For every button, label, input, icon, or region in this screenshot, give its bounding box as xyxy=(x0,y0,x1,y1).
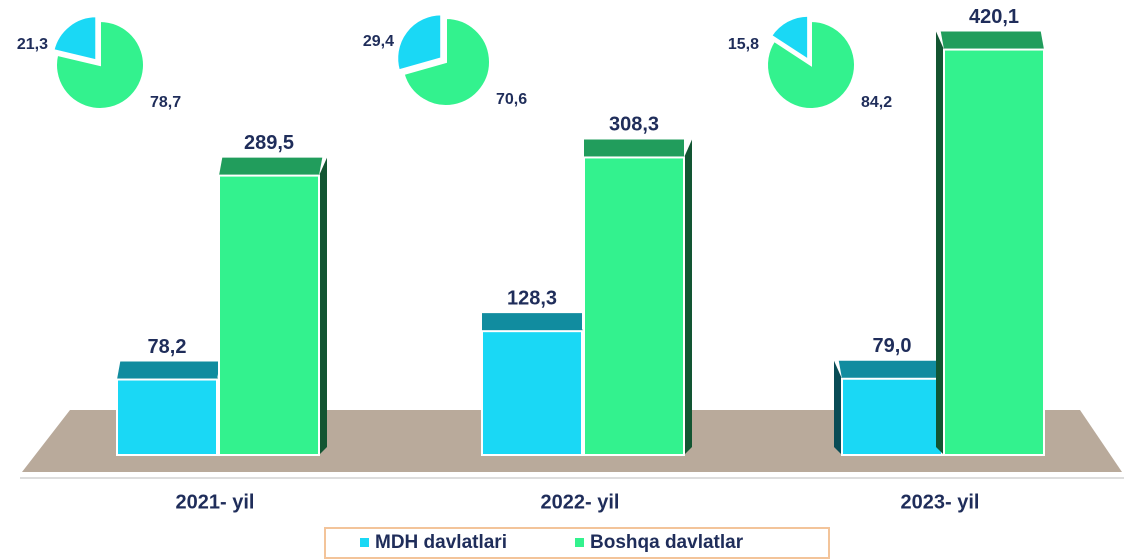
pie-slice xyxy=(766,19,856,110)
bar xyxy=(116,378,218,456)
bar-top xyxy=(117,361,221,380)
value-label: 79,0 xyxy=(873,335,912,357)
value-label: 128,3 xyxy=(507,287,557,309)
value-label: 78,2 xyxy=(148,336,187,358)
value-label: 308,3 xyxy=(609,114,659,136)
legend-swatch xyxy=(575,538,584,547)
bar xyxy=(218,174,320,456)
bar-top xyxy=(584,139,684,158)
pie-slice xyxy=(769,14,810,62)
bar-top xyxy=(940,31,1044,50)
bar-top xyxy=(219,157,323,176)
bar-side xyxy=(684,139,692,455)
bar xyxy=(583,156,685,456)
x-tick-label: 2023- yil xyxy=(901,491,980,513)
pie-slice xyxy=(396,13,443,72)
x-tick-label: 2021- yil xyxy=(176,491,255,513)
legend-swatch xyxy=(360,538,369,547)
value-label: 70,6 xyxy=(496,91,527,108)
value-label: 78,7 xyxy=(150,94,181,111)
value-label: 420,1 xyxy=(969,6,1019,28)
value-label: 289,5 xyxy=(244,132,294,154)
bar xyxy=(943,48,1045,456)
pie-slice xyxy=(402,16,491,107)
bar-top xyxy=(482,313,582,332)
bar xyxy=(481,330,583,456)
legend-label: MDH davlatlari xyxy=(375,532,507,553)
pie-slice xyxy=(52,15,98,62)
bar xyxy=(841,377,943,457)
bar-top xyxy=(838,360,942,379)
pie-slice xyxy=(55,19,145,110)
bar-side xyxy=(936,31,944,455)
bar-side xyxy=(319,157,327,456)
value-label: 84,2 xyxy=(861,94,892,111)
bar-side xyxy=(834,360,842,455)
legend-label: Boshqa davlatlar xyxy=(590,532,744,553)
x-tick-label: 2022- yil xyxy=(541,491,620,513)
value-label: 21,3 xyxy=(17,36,48,53)
value-label: 15,8 xyxy=(728,36,759,53)
value-label: 29,4 xyxy=(363,33,394,50)
